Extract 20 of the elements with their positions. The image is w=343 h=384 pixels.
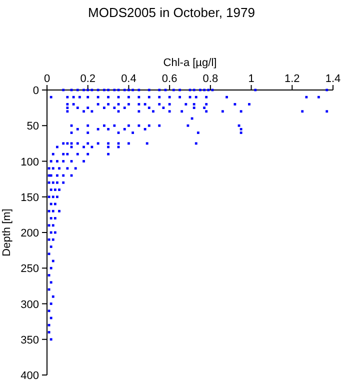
- x-tick-label: 0.8: [202, 73, 218, 85]
- x-tick-label: 0.2: [80, 73, 96, 85]
- y-tick-label: 0: [32, 85, 39, 97]
- y-tick-label: 250: [20, 263, 39, 276]
- y-axis-title: Depth [m]: [1, 208, 13, 256]
- x-tick-label: 1.2: [284, 73, 300, 85]
- y-tick-label: 50: [26, 120, 39, 133]
- chart-title: MODS2005 in October, 1979: [88, 5, 255, 20]
- y-tick-label: 400: [20, 370, 39, 382]
- y-tick-label: 100: [20, 156, 39, 168]
- y-tick-label: 150: [20, 192, 39, 204]
- x-axis-title: Chl-a [µg/l]: [163, 57, 217, 69]
- y-tick-label: 200: [20, 228, 39, 240]
- y-tick-label: 300: [20, 298, 39, 311]
- x-tick-label: 0.4: [121, 73, 136, 85]
- x-tick-label: 1.4: [325, 73, 341, 85]
- x-tick-label: 1: [248, 73, 254, 85]
- x-tick-label: 0: [44, 73, 50, 85]
- x-tick-label: 0.6: [162, 73, 178, 85]
- y-tick-label: 350: [20, 334, 39, 346]
